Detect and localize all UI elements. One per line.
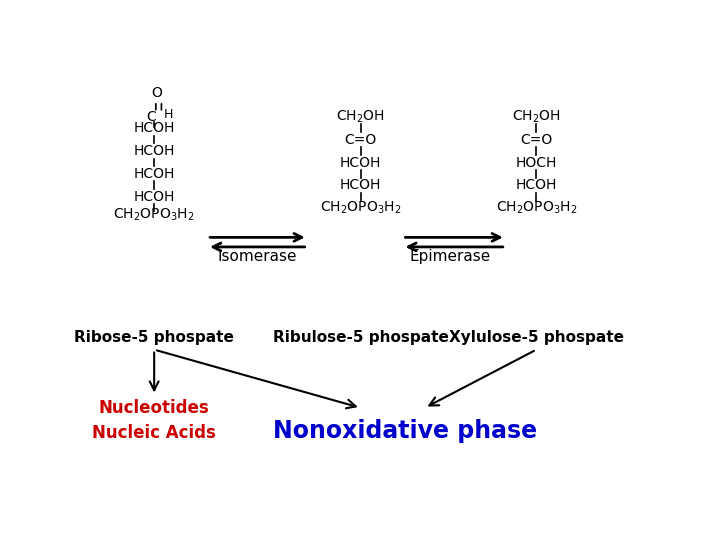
Text: Nucleotides
Nucleic Acids: Nucleotides Nucleic Acids xyxy=(92,399,216,442)
Text: CH$_2$OH: CH$_2$OH xyxy=(512,109,561,125)
Text: CH$_2$OH: CH$_2$OH xyxy=(336,109,385,125)
Text: Isomerase: Isomerase xyxy=(217,249,297,265)
Text: C=O: C=O xyxy=(344,133,377,147)
Text: HCOH: HCOH xyxy=(340,156,382,170)
Text: C=O: C=O xyxy=(521,133,552,147)
Text: HOCH: HOCH xyxy=(516,156,557,170)
Text: C: C xyxy=(146,110,156,124)
Text: Ribose-5 phospate: Ribose-5 phospate xyxy=(74,329,234,345)
Text: Nonoxidative phase: Nonoxidative phase xyxy=(273,418,537,443)
Text: HCOH: HCOH xyxy=(133,190,175,204)
Text: CH$_2$OPO$_3$H$_2$: CH$_2$OPO$_3$H$_2$ xyxy=(113,207,195,224)
Text: O: O xyxy=(151,86,163,100)
Text: Epimerase: Epimerase xyxy=(409,249,490,265)
Text: HCOH: HCOH xyxy=(516,178,557,192)
Text: CH$_2$OPO$_3$H$_2$: CH$_2$OPO$_3$H$_2$ xyxy=(495,200,577,217)
Text: Ribulose-5 phospate: Ribulose-5 phospate xyxy=(273,329,449,345)
Text: HCOH: HCOH xyxy=(133,121,175,135)
Text: HCOH: HCOH xyxy=(133,167,175,181)
Text: H: H xyxy=(163,108,173,121)
Text: CH$_2$OPO$_3$H$_2$: CH$_2$OPO$_3$H$_2$ xyxy=(320,200,402,217)
Text: HCOH: HCOH xyxy=(340,178,382,192)
Text: Xylulose-5 phospate: Xylulose-5 phospate xyxy=(449,329,624,345)
Text: HCOH: HCOH xyxy=(133,144,175,158)
